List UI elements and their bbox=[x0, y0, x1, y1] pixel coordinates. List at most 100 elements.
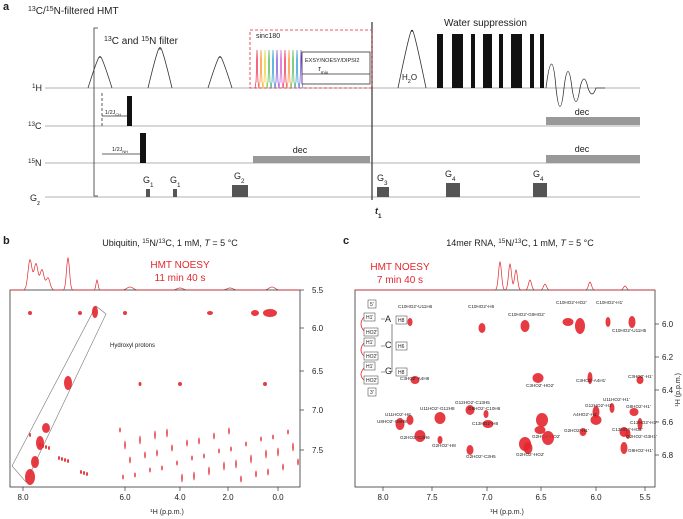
text-part: H (p.p.m.) bbox=[675, 373, 682, 404]
peak bbox=[39, 443, 41, 447]
peak bbox=[483, 410, 489, 418]
peak bbox=[414, 430, 426, 442]
y-tick-label: 6.0 bbox=[312, 324, 324, 333]
text-part: G bbox=[377, 173, 384, 183]
peak bbox=[605, 317, 611, 327]
text-part: G bbox=[445, 169, 452, 179]
scheme-box bbox=[395, 367, 408, 377]
text-part: 1 bbox=[32, 83, 36, 90]
peak bbox=[213, 432, 215, 440]
peak bbox=[478, 323, 486, 333]
text-part: N/ bbox=[505, 238, 514, 248]
peak bbox=[124, 440, 126, 450]
y-tick-label: 5.5 bbox=[312, 286, 324, 295]
scheme-label: 3' bbox=[370, 390, 374, 396]
text-part: H bbox=[36, 83, 43, 93]
peak bbox=[198, 437, 200, 445]
peak bbox=[64, 458, 66, 462]
peak bbox=[263, 382, 267, 386]
text-part: 14mer RNA, bbox=[446, 238, 498, 248]
h2o-label: H2O bbox=[402, 73, 417, 85]
peak bbox=[156, 449, 158, 457]
assignment-label: G2HO2'-H1' bbox=[564, 428, 589, 433]
peak bbox=[67, 459, 69, 463]
peak bbox=[119, 427, 121, 433]
gradient-label: G3 bbox=[377, 173, 388, 187]
peak bbox=[629, 408, 639, 416]
sinc-pulse bbox=[282, 49, 288, 89]
peak bbox=[78, 311, 82, 315]
y-tick-label: 7.5 bbox=[312, 446, 324, 455]
assignment-label: C10HO2'-H6 bbox=[468, 304, 495, 309]
peak bbox=[395, 418, 405, 430]
text-part: = 5 °C bbox=[566, 238, 594, 248]
assignment-label: G2HO2'-C3H6 bbox=[400, 435, 430, 440]
t1-label: t1 bbox=[375, 206, 382, 220]
text-part: 1 bbox=[177, 182, 181, 189]
peak bbox=[218, 448, 220, 454]
peak bbox=[407, 318, 413, 326]
experiment: HMT NOESY bbox=[370, 262, 430, 273]
assignment-label: A4HO2'-H1' bbox=[573, 412, 597, 417]
peak bbox=[590, 415, 602, 425]
scheme-label: H1' bbox=[366, 364, 373, 370]
peak bbox=[636, 376, 644, 384]
peak bbox=[267, 468, 269, 476]
assignment-label: C10HO2'-U11H5 bbox=[612, 328, 647, 333]
text-part: 13 bbox=[158, 238, 166, 245]
panel-title: 14mer RNA, 15N/13C, 1 mM, T = 5 °C bbox=[446, 238, 594, 249]
gradient-label: G4 bbox=[533, 169, 544, 183]
peak bbox=[260, 436, 262, 442]
dec-label: dec bbox=[293, 145, 308, 155]
assignment-label: G9HO2'-H1' bbox=[628, 448, 653, 453]
text-part: Ubiquitin, bbox=[102, 238, 142, 248]
assignment-label: C13HO2'-H6 bbox=[472, 421, 499, 426]
peak bbox=[628, 316, 636, 328]
panel-label: a bbox=[3, 1, 10, 13]
peak bbox=[609, 403, 615, 413]
peak bbox=[263, 309, 277, 317]
peak bbox=[48, 446, 50, 450]
assignment-label: G2HO2'-H8 bbox=[432, 443, 456, 448]
text-part: t bbox=[375, 206, 379, 216]
peak bbox=[191, 455, 193, 461]
gradient-label: G1 bbox=[170, 175, 181, 189]
water-label: Water suppression bbox=[444, 18, 527, 29]
peak bbox=[61, 457, 63, 461]
peak bbox=[272, 434, 274, 440]
x-tick-label: 4.0 bbox=[174, 493, 186, 502]
peak bbox=[223, 461, 225, 471]
annotation: Hydroxyl protons bbox=[110, 343, 155, 349]
text-part: 15 bbox=[498, 238, 506, 245]
assignment-label: G12HO2'-C13H5 bbox=[455, 400, 490, 405]
sinc-pulse bbox=[294, 49, 300, 89]
text-part: 2 bbox=[241, 178, 245, 185]
peak bbox=[207, 311, 213, 315]
text-part: H (p.p.m.) bbox=[153, 509, 184, 516]
panel-label: c bbox=[343, 235, 349, 247]
peak bbox=[123, 311, 127, 315]
assignment-label: G8HO2'-C10H6 bbox=[468, 406, 501, 411]
peak bbox=[282, 463, 284, 471]
assignment-label: U11HO2'-H6 bbox=[385, 412, 411, 417]
assignment-label: G2HO2'-G3H1' bbox=[626, 434, 657, 439]
peak bbox=[176, 460, 178, 466]
text-part: 13 bbox=[28, 121, 36, 128]
peak bbox=[534, 426, 546, 434]
peak bbox=[575, 318, 585, 334]
peak bbox=[265, 449, 267, 459]
peak bbox=[64, 376, 72, 390]
sinc-pulse bbox=[254, 49, 260, 89]
text-part: 13 bbox=[514, 238, 522, 245]
peak bbox=[410, 376, 420, 384]
text-part: G bbox=[234, 171, 241, 181]
x-axis-label: 1H (p.p.m.) bbox=[150, 508, 184, 517]
peak bbox=[45, 445, 47, 449]
text-part: 4 bbox=[540, 176, 544, 183]
peak bbox=[154, 430, 156, 440]
x-tick-label: 5.5 bbox=[639, 493, 651, 502]
y-tick-label: 6.8 bbox=[662, 451, 674, 460]
text-part: 1 bbox=[378, 213, 382, 220]
dec-label: dec bbox=[575, 144, 590, 154]
gradient-label: G2 bbox=[234, 171, 245, 185]
